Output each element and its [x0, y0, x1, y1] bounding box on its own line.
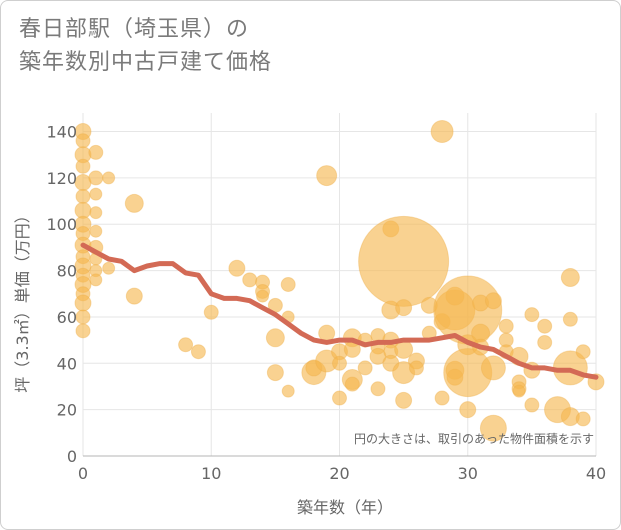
y-tick-label: 40 [57, 354, 77, 373]
bubble-point [479, 414, 507, 442]
trend-layer [80, 242, 599, 380]
bubble-point [125, 287, 143, 305]
axes: 0 10 20 30 40 0 20 40 60 80 100 120 140 [46, 123, 606, 483]
x-tick-label: 40 [586, 464, 606, 483]
bubble-point [88, 170, 104, 186]
bubble-size-note: 円の大きさは、取引のあった物件面積を示す [354, 431, 594, 446]
bubble-point [88, 144, 104, 160]
bubble-point [265, 328, 285, 348]
bubble-point [280, 277, 296, 292]
y-tick-label: 100 [46, 215, 77, 234]
bubble-point [89, 187, 103, 201]
bubble-point [190, 344, 206, 360]
bubble-point [242, 272, 258, 288]
bubble-point [178, 337, 194, 353]
x-tick-label: 30 [458, 464, 478, 483]
bubble-point [316, 165, 338, 187]
y-tick-label: 120 [46, 169, 77, 188]
bubble-point [75, 158, 91, 174]
bubble-point [74, 294, 92, 312]
x-tick-label: 0 [78, 464, 88, 483]
bubble-point [512, 384, 526, 398]
bubble-point [89, 273, 103, 287]
bubble-point [332, 355, 347, 371]
bubble-point [75, 309, 91, 325]
bubble-point [75, 323, 91, 339]
bubble-point [256, 289, 270, 303]
bubble-point [266, 364, 284, 382]
bubble-point [358, 215, 450, 307]
bubble-point [575, 411, 591, 427]
y-axis-label: 坪（3.3㎡）単価（万円） [13, 207, 32, 392]
y-tick-label: 20 [57, 401, 77, 420]
bubble-point [434, 390, 450, 406]
bubble-point [575, 344, 591, 360]
bubble-point [75, 133, 91, 149]
x-tick-label: 10 [201, 464, 221, 483]
bubble-point [89, 206, 103, 220]
bubble-point [430, 120, 454, 144]
bubble-point [102, 171, 116, 185]
bubble-point [408, 360, 424, 376]
y-tick-label: 0 [67, 447, 77, 466]
chart-title: 春日部駅（埼玉県）の 築年数別中古戸建て価格 [19, 13, 272, 79]
bubble-point [459, 401, 477, 419]
bubble-point [228, 259, 246, 277]
bubble-point [281, 384, 295, 398]
chart-title-line1: 春日部駅（埼玉県）の [19, 17, 250, 42]
bubble-point [344, 376, 360, 392]
bubble-point [357, 360, 373, 376]
bubble-point [562, 311, 578, 327]
bubble-point [75, 188, 91, 204]
bubble-point [395, 299, 413, 317]
bubble-point [102, 261, 116, 275]
y-tick-label: 140 [46, 123, 77, 142]
bubble-layer [74, 120, 605, 442]
bubble-point [484, 292, 502, 310]
bubble-point [537, 334, 553, 350]
bubble-point [433, 275, 503, 345]
bubble-point [318, 324, 336, 342]
bubble-point [480, 355, 506, 381]
trend-line [80, 242, 599, 380]
x-tick-label: 20 [329, 464, 349, 483]
bubble-point [89, 224, 103, 238]
bubble-point [524, 397, 540, 413]
bubble-point [498, 318, 514, 334]
bubble-point [203, 304, 219, 320]
y-tick-label: 60 [57, 308, 77, 327]
bubble-point [332, 390, 347, 406]
bubble-point [370, 381, 386, 397]
chart-title-line2: 築年数別中古戸建て価格 [19, 50, 273, 75]
y-tick-label: 80 [57, 262, 77, 281]
bubble-point [395, 391, 413, 409]
bubble-point [524, 307, 540, 323]
bubble-point [537, 318, 553, 334]
bubble-point [124, 193, 144, 213]
bubble-point [560, 268, 580, 288]
x-axis-label: 築年数（年） [297, 498, 393, 517]
